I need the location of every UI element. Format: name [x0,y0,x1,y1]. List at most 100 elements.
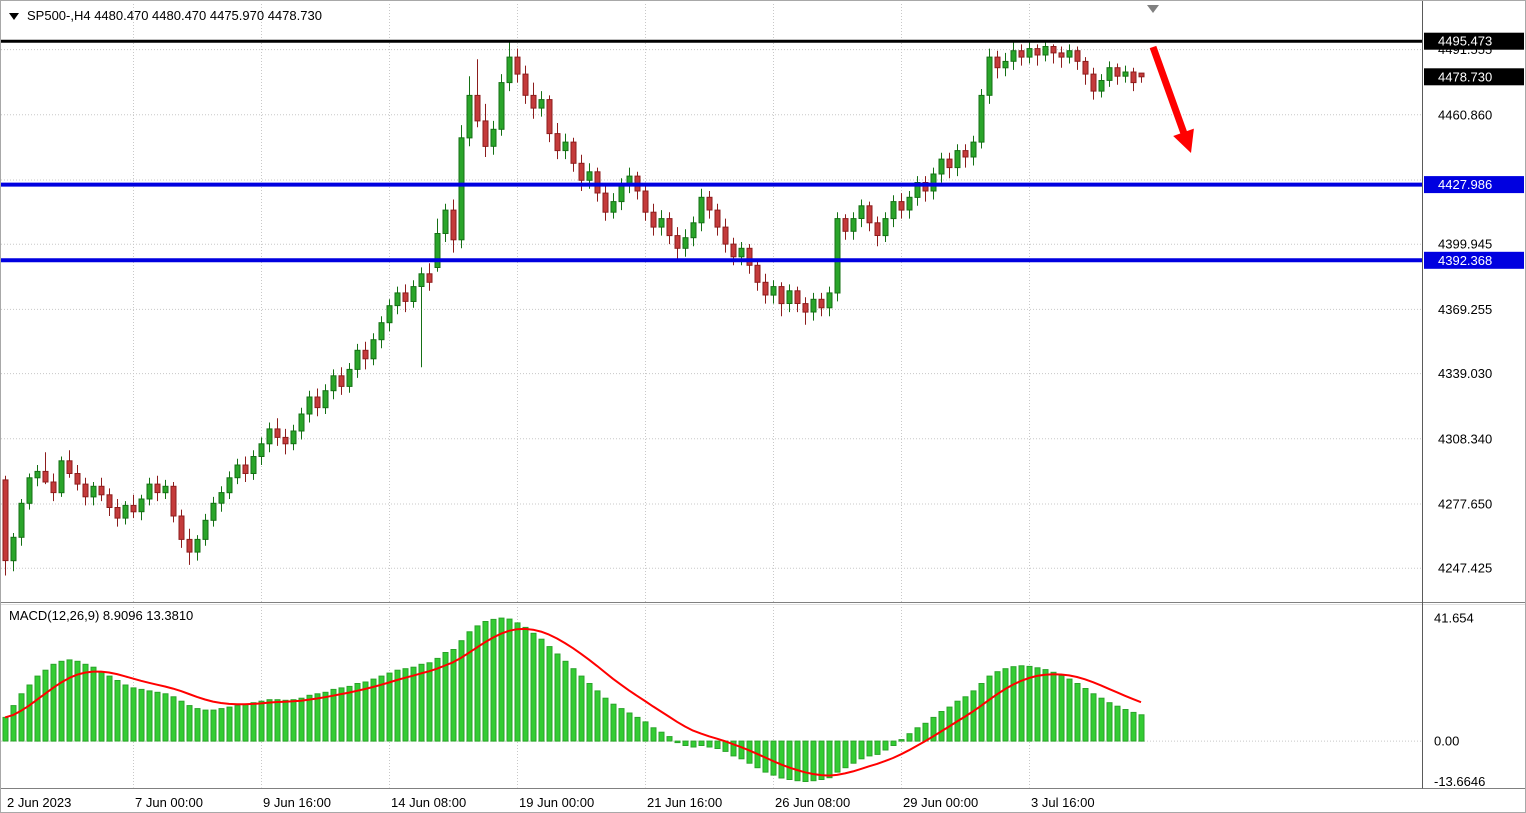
time-axis-label[interactable]: 14 Jun 08:00 [391,795,466,810]
macd-histogram-bar [370,678,377,742]
macd-histogram-bar [274,699,281,742]
candle-body [1026,48,1033,58]
macd-histogram-bar [458,640,465,742]
candle-body [138,498,145,513]
candle-body [826,292,833,309]
time-axis-label[interactable]: 19 Jun 00:00 [519,795,594,810]
symbol-dropdown-icon[interactable] [9,13,19,20]
candle-body [890,201,897,220]
macd-histogram-bar [970,690,977,742]
candle-body [698,196,705,224]
macd-histogram-bar [282,699,289,742]
macd-histogram-bar [1090,693,1097,742]
candle-body [794,290,801,304]
candle-body [1002,60,1009,69]
candle-body [906,196,913,211]
candle-body [786,290,793,304]
macd-histogram-bar [674,740,681,744]
macd-histogram-bar [234,705,241,742]
candle-body [186,538,193,553]
candle-body [666,218,673,237]
macd-histogram-bar [586,683,593,742]
candle-body [82,483,89,498]
price-badge [1424,176,1524,194]
chart-shift-marker[interactable] [1147,5,1159,13]
macd-histogram-bar [162,693,169,742]
macd-histogram-bar [410,666,417,742]
time-axis-label[interactable]: 3 Jul 16:00 [1031,795,1095,810]
macd-histogram-bar [266,699,273,742]
macd-histogram-bar [474,625,481,742]
time-axis-label[interactable]: 9 Jun 16:00 [263,795,331,810]
candle-body [146,483,153,500]
candle-body [946,158,953,169]
candle-body [1114,67,1121,77]
macd-histogram-bar [562,660,569,742]
macd-histogram-bar [682,740,689,746]
candle-body [154,483,161,494]
trend-arrow-shaft[interactable] [1149,45,1190,141]
macd-histogram-bar [810,740,817,782]
macd-histogram-bar [298,697,305,742]
candle-body [394,292,401,307]
candle-body [106,494,113,508]
macd-histogram-bar [1098,697,1105,742]
candle-body [378,322,385,341]
macd-histogram-bar [202,709,209,742]
price-badge-text: 4427.986 [1438,177,1492,192]
macd-histogram-bar [418,663,425,742]
symbol-ohlc-line: SP500-,H4 4480.470 4480.470 4475.970 447… [27,8,322,23]
macd-histogram-bar [306,694,313,742]
macd-histogram-bar [314,693,321,742]
macd-histogram-bar [714,740,721,749]
candle-body [1138,72,1145,78]
candle-body [658,218,665,228]
time-axis-label[interactable]: 26 Jun 08:00 [775,795,850,810]
macd-histogram-bar [602,697,609,742]
macd-histogram-bar [1122,709,1129,742]
macd-axis-label: -13.6646 [1434,774,1485,789]
price-badge [1424,32,1524,50]
candle-body [234,464,241,479]
candle-body [34,470,41,479]
time-axis-label[interactable]: 7 Jun 00:00 [135,795,203,810]
candle-body [514,56,521,75]
macd-histogram-bar [826,740,833,779]
candle-body [202,519,209,540]
chart-header: SP500-,H4 4480.470 4480.470 4475.970 447… [9,8,322,23]
candle-body [66,460,73,474]
candle-body [274,428,281,438]
macd-histogram-bar [66,659,73,742]
macd-histogram-bar [594,690,601,742]
macd-histogram-bar [490,618,497,742]
macd-histogram-bar [898,739,905,742]
candle-body [810,298,817,313]
candle-body [818,298,825,309]
candle-body [338,375,345,387]
macd-histogram-bar [530,632,537,742]
candle-body [690,222,697,239]
candle-body [498,82,505,130]
time-axis-label[interactable]: 2 Jun 2023 [7,795,71,810]
candle-body [970,141,977,158]
candle-body [834,218,841,294]
macd-histogram-bar [1050,671,1057,742]
trend-arrow-head[interactable] [1173,128,1194,153]
candle-body [162,485,169,494]
price-axis-label: 4399.945 [1438,237,1492,252]
candle-body [26,477,33,504]
macd-histogram-bar [1106,702,1113,742]
candle-body [1066,50,1073,58]
macd-histogram-bar [882,740,889,751]
candle-body [1058,52,1065,58]
macd-histogram-bar [1018,665,1025,742]
time-axis-label[interactable]: 21 Jun 16:00 [647,795,722,810]
macd-histogram-bar [90,666,97,742]
price-badge [1424,68,1524,86]
time-axis-label[interactable]: 29 Jun 00:00 [903,795,978,810]
macd-histogram-bar [690,740,697,748]
macd-histogram-bar [218,708,225,742]
candle-body [586,171,593,181]
